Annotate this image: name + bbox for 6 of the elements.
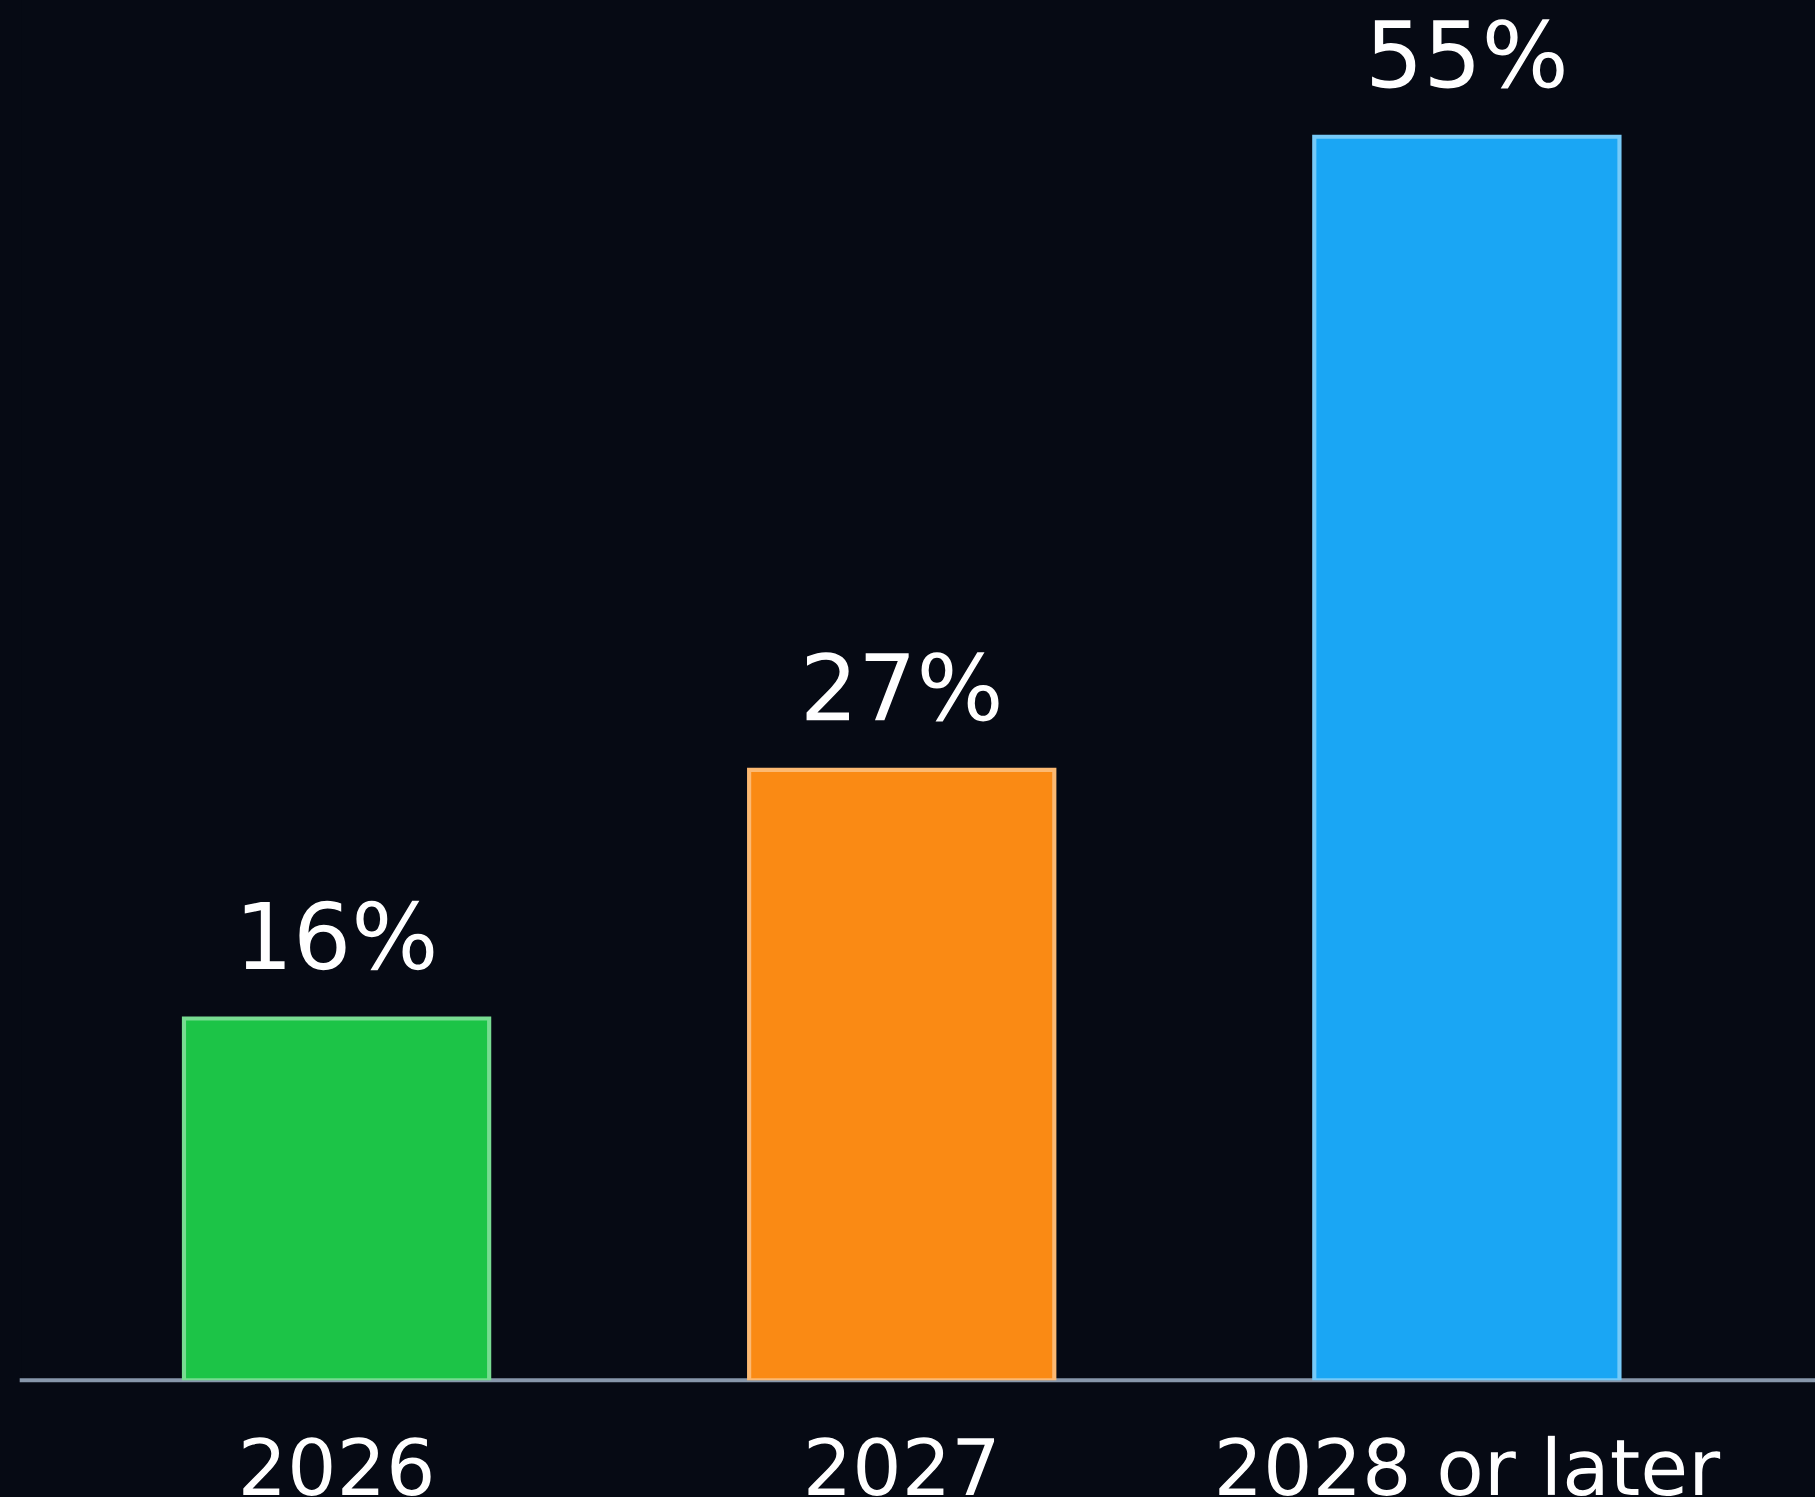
data-label: 16% [244, 900, 434, 971]
x-tick-label: 2026 [243, 1437, 431, 1496]
x-tick-label: 2027 [808, 1437, 995, 1496]
data-label: 55% [1372, 19, 1564, 89]
data-label: 27% [806, 652, 999, 722]
x-tick-label: 2028 or later [1219, 1435, 1721, 1496]
